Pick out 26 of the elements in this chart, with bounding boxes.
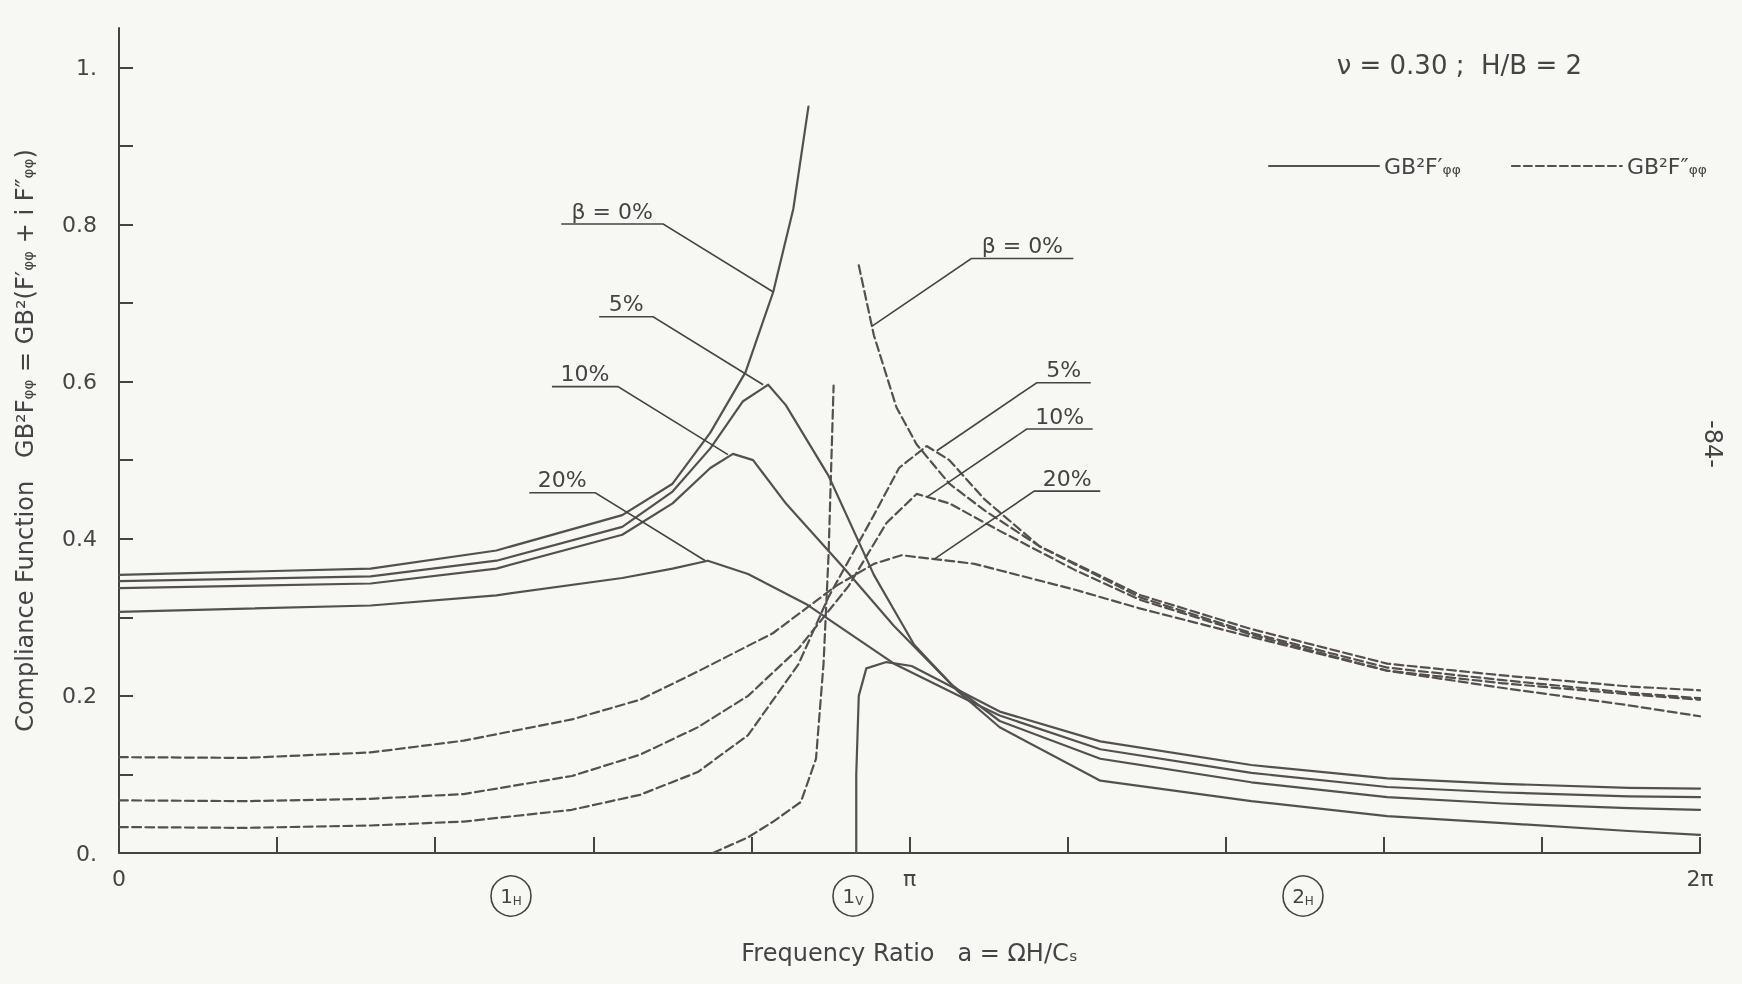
x-tick-label: 2π [1686, 865, 1714, 891]
annotation: 10% [560, 361, 610, 387]
y-tick-label: 0.2 [62, 683, 97, 709]
annotation: 5% [608, 291, 644, 317]
y-tick-label: 0.8 [62, 211, 97, 237]
x-tick-label: 0 [112, 865, 126, 891]
y-tick-label: 1. [76, 54, 97, 80]
x-axis-title: Frequency Ratio a = ΩH/Cₛ [741, 939, 1078, 967]
legend-label: GB²F′ᵩᵩ [1383, 153, 1461, 179]
annotation: -84- [1699, 420, 1727, 468]
text: 1H [500, 884, 522, 908]
text: 1V [842, 884, 865, 908]
x-tick-label: π [902, 865, 917, 891]
annotation: 20% [537, 467, 587, 493]
annotation: 10% [1035, 403, 1085, 429]
y-tick-label: 0.6 [62, 369, 97, 395]
annotation: ν = 0.30 ; H/B = 2 [1336, 50, 1583, 80]
annotation: 5% [1046, 357, 1082, 383]
text: 2H [1292, 884, 1314, 908]
y-axis-title: Compliance Function GB²Fᵩᵩ = GB²(F′ᵩᵩ + i F″ᵩᵩ) [11, 149, 39, 732]
annotation: β = 0% [981, 233, 1064, 259]
y-tick-label: 0.4 [62, 526, 97, 552]
legend-label: GB²F″ᵩᵩ [1626, 153, 1708, 179]
y-tick-label: 0. [76, 840, 97, 866]
annotation: 20% [1042, 465, 1092, 491]
annotation: β = 0% [571, 198, 653, 224]
